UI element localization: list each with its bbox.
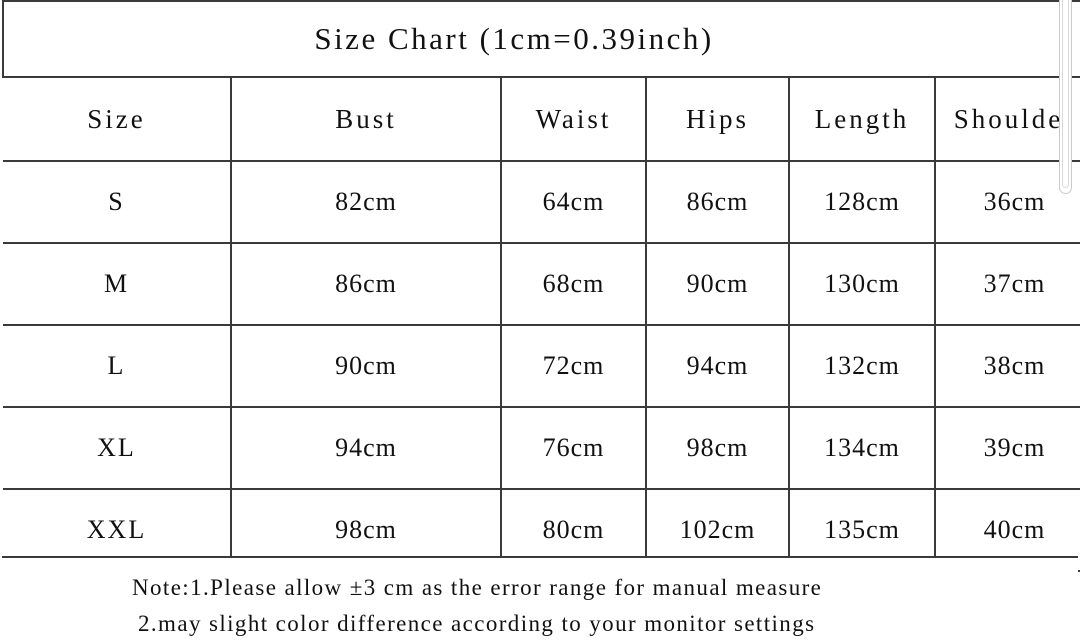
cell-shoulder: 37cm [933,242,1080,326]
cell-size: XL [3,406,232,490]
cell-hips: 86cm [645,160,790,244]
page-title: Size Chart (1cm=0.39inch) [314,21,714,56]
column-header-waist: Waist [500,76,647,162]
cell-bust: 86cm [230,242,502,326]
cell-shoulder: 39cm [933,406,1080,490]
column-header-hips: Hips [645,76,790,162]
table-row: S 82cm 64cm 86cm 128cm 36cm [3,160,1080,244]
cell-length: 134cm [788,406,936,490]
cell-hips: 98cm [645,406,790,490]
size-chart-table: Size Chart (1cm=0.39inch) Size Bust Wais… [1,0,1080,572]
cell-bust: 82cm [230,160,502,244]
cell-waist: 68cm [500,242,647,326]
note-line-1: Note:1.Please allow ±3 cm as the error r… [132,575,823,600]
chart-title-cell: Size Chart (1cm=0.39inch) [1,0,1080,78]
table-title-row: Size Chart (1cm=0.39inch) [1,0,1080,78]
cell-length: 132cm [788,324,936,408]
notes-section: Note:1.Please allow ±3 cm as the error r… [2,556,1078,640]
cell-waist: 76cm [500,406,647,490]
cell-hips: 90cm [645,242,790,326]
cell-shoulder: 36cm [933,160,1080,244]
cell-shoulder: 38cm [933,324,1080,408]
table-row: XL 94cm 76cm 98cm 134cm 39cm [3,406,1080,490]
table-row: L 90cm 72cm 94cm 132cm 38cm [3,324,1080,408]
column-header-bust: Bust [230,76,502,162]
cell-size: S [3,160,232,244]
column-header-size: Size [3,76,232,162]
note-line-2: 2.may slight color difference according … [138,611,816,636]
cell-length: 128cm [788,160,936,244]
cell-bust: 90cm [230,324,502,408]
cell-size: M [3,242,232,326]
column-header-shoulder: Shoulder [933,76,1080,162]
table-row: M 86cm 68cm 90cm 130cm 37cm [3,242,1080,326]
column-header-length: Length [788,76,936,162]
table-header-row: Size Bust Waist Hips Length Shoulder [3,76,1080,162]
cell-bust: 94cm [230,406,502,490]
vertical-scrollbar-thumb[interactable] [1062,0,1069,188]
cell-length: 130cm [788,242,936,326]
cell-waist: 72cm [500,324,647,408]
cell-hips: 94cm [645,324,790,408]
cell-waist: 64cm [500,160,647,244]
cell-size: L [3,324,232,408]
